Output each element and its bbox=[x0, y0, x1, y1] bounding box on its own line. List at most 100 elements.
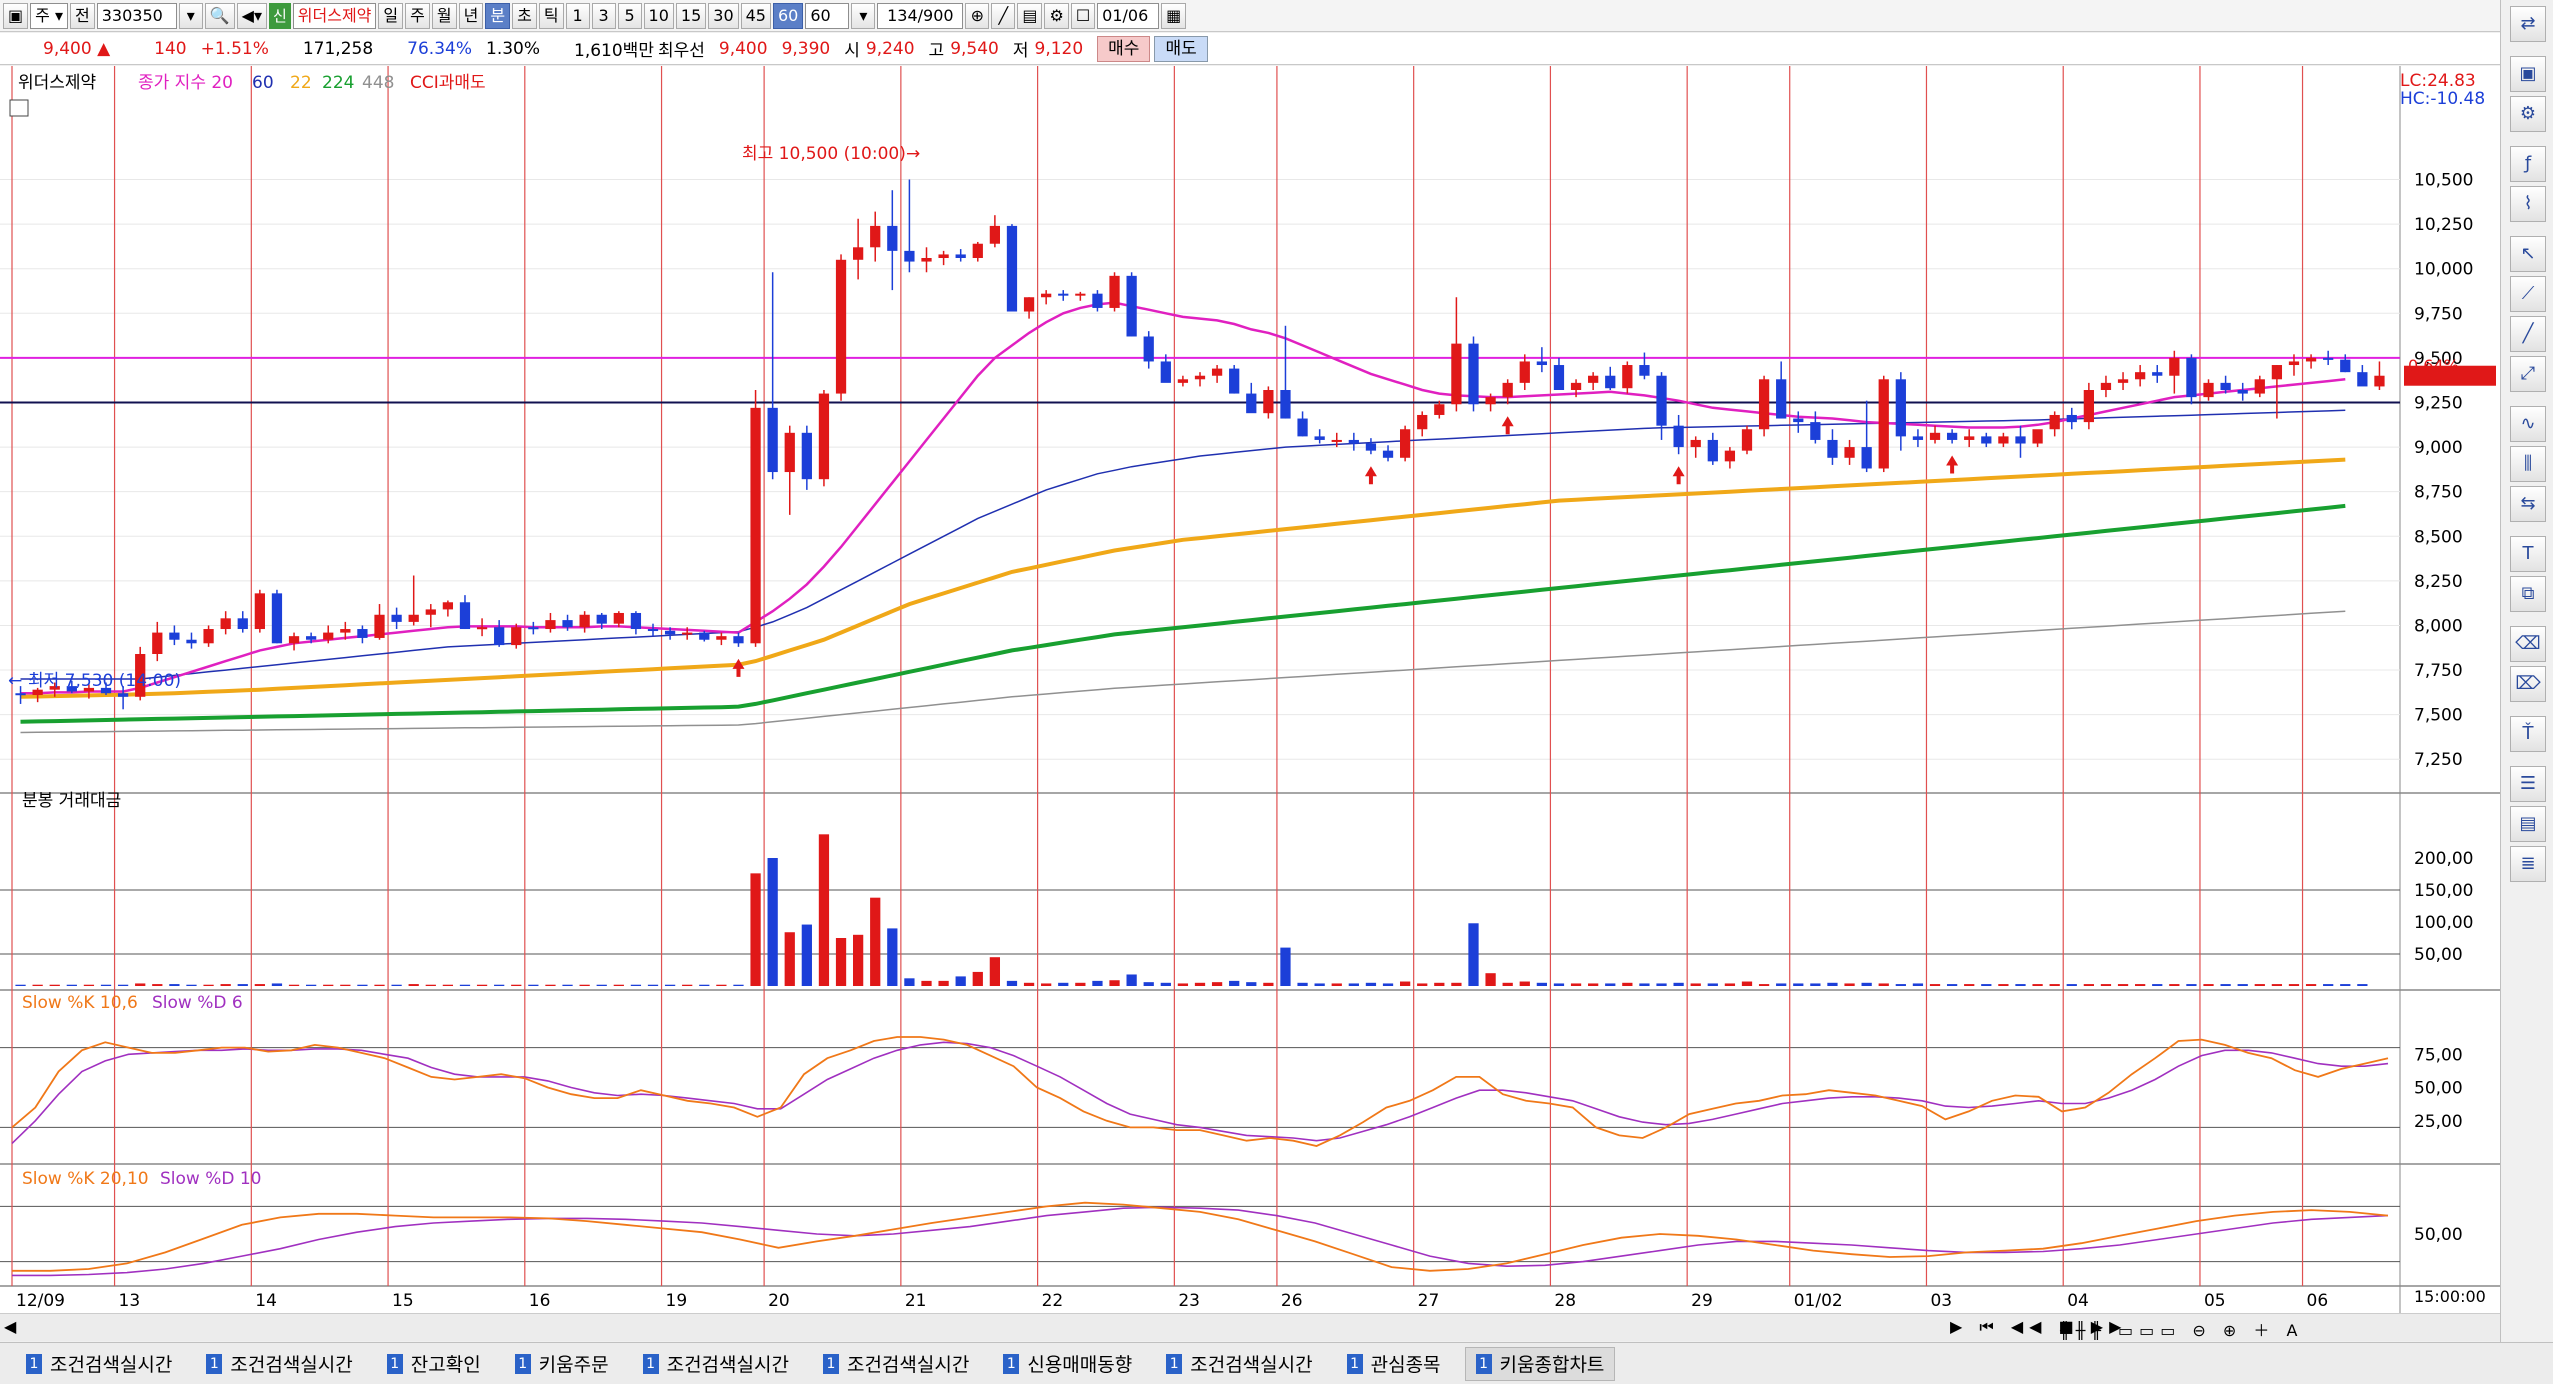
market-type-select[interactable]: 주 ▾ bbox=[30, 2, 68, 29]
date-input[interactable]: 01/06 bbox=[1097, 2, 1160, 29]
erase-all-icon[interactable]: ⌦ bbox=[2510, 666, 2546, 702]
diagonal-line-icon[interactable]: ╱ bbox=[2510, 316, 2546, 352]
candle-body bbox=[1041, 293, 1052, 298]
wave-icon[interactable]: ∿ bbox=[2510, 406, 2546, 442]
save-icon[interactable]: ▤ bbox=[1017, 2, 1043, 29]
candle-body bbox=[1331, 439, 1342, 442]
list-icon[interactable]: ☰ bbox=[2510, 766, 2546, 802]
calendar-icon[interactable]: ▦ bbox=[1161, 2, 1187, 29]
search-icon[interactable]: 🔍 bbox=[204, 2, 235, 29]
candle-body bbox=[716, 636, 727, 640]
volume-bar bbox=[1998, 984, 2009, 986]
price-tick-label: 9,000 bbox=[2414, 438, 2463, 458]
sound-icon[interactable]: ◀▾ bbox=[236, 2, 267, 29]
candle-body bbox=[887, 225, 898, 251]
volume-bar bbox=[152, 984, 163, 986]
indicator-icon[interactable]: ƒ bbox=[2510, 146, 2546, 182]
refresh-icon[interactable]: ⇄ bbox=[2510, 6, 2546, 42]
eraser-icon[interactable]: ⌫ bbox=[2510, 626, 2546, 662]
stock-name[interactable]: 위더스제약 bbox=[292, 2, 377, 29]
buy-signal-arrow bbox=[732, 658, 745, 677]
stock-code-input[interactable]: 330350 bbox=[96, 2, 177, 29]
grid-list-icon[interactable]: ≣ bbox=[2510, 846, 2546, 882]
table-icon[interactable]: ▤ bbox=[2510, 806, 2546, 842]
period-tick[interactable]: 틱 bbox=[538, 2, 564, 29]
interval-45[interactable]: 45 bbox=[740, 2, 771, 29]
period-minute[interactable]: 분 bbox=[485, 2, 511, 29]
candle-body bbox=[545, 620, 556, 630]
interval-dropdown-icon[interactable]: ▾ bbox=[851, 2, 876, 29]
candle-body bbox=[186, 639, 197, 644]
volume-bar bbox=[1126, 974, 1137, 986]
taskbar-item[interactable]: 1 잔고확인 bbox=[377, 1347, 491, 1381]
taskbar-item[interactable]: 1 신용매매동향 bbox=[993, 1347, 1142, 1381]
swap-icon[interactable]: ⇆ bbox=[2510, 486, 2546, 522]
taskbar-item[interactable]: 1 키움주문 bbox=[505, 1347, 619, 1381]
volume-bar bbox=[1194, 982, 1206, 986]
taskbar-item[interactable]: 1 조건검색실시간 bbox=[813, 1347, 979, 1381]
taskbar-item[interactable]: 1 관심종목 bbox=[1337, 1347, 1451, 1381]
count-input[interactable]: 134/900 bbox=[877, 2, 964, 29]
volume-bar bbox=[2237, 984, 2248, 986]
legend-ma20: 종가 지수 20 bbox=[138, 73, 233, 93]
chart-svg[interactable]: 10,500 10,250 10,000 9,750 9,500 9,250 9,000 8,… bbox=[0, 66, 2500, 1313]
period-week[interactable]: 주 bbox=[405, 2, 430, 29]
buy-button[interactable]: 매수 bbox=[1097, 35, 1151, 62]
interval-15[interactable]: 15 bbox=[675, 2, 707, 29]
best-bid: 9,390 bbox=[781, 38, 831, 59]
ma22-line bbox=[20, 457, 2346, 699]
code-dropdown-icon[interactable]: ▾ bbox=[178, 2, 203, 29]
scroll-nav-icons[interactable]: ▶ ⏮ ◀◀ ■ ▶▶ bbox=[1950, 1317, 2128, 1336]
stoch-tick-label: 25,00 bbox=[2414, 1112, 2463, 1132]
draw-icon[interactable]: ╱ bbox=[991, 2, 1016, 29]
credit-badge: 신 bbox=[268, 2, 291, 29]
interval-60[interactable]: 60 bbox=[772, 2, 804, 29]
copy-icon[interactable]: ⧉ bbox=[2510, 576, 2546, 612]
interval-10[interactable]: 10 bbox=[643, 2, 674, 29]
high-price: 9,540 bbox=[950, 38, 999, 59]
zoom-tools-icon[interactable]: ╫╫╫ ▭▭▭ ⊖ ⊕ ＋ A bbox=[2060, 1321, 2304, 1340]
text-box-icon[interactable]: Ť bbox=[2510, 716, 2546, 752]
interval-5[interactable]: 5 bbox=[617, 2, 642, 29]
candle-body bbox=[1399, 429, 1411, 458]
interval-select[interactable]: 60 bbox=[805, 2, 850, 29]
scroll-left-icon[interactable]: ◀ bbox=[4, 1317, 17, 1336]
bars-icon[interactable]: ⫼ bbox=[2510, 446, 2546, 482]
candle-body bbox=[1058, 293, 1069, 296]
interval-30[interactable]: 30 bbox=[708, 2, 739, 29]
period-day[interactable]: 일 bbox=[378, 2, 404, 29]
volume-bar bbox=[1006, 980, 1018, 986]
taskbar-item[interactable]: 1 키움종합차트 bbox=[1464, 1346, 1616, 1381]
cursor-icon[interactable]: ↖ bbox=[2510, 236, 2546, 272]
price-tick-label: 9,250 bbox=[2414, 393, 2463, 413]
taskbar-item[interactable]: 1 조건검색실시간 bbox=[1156, 1347, 1322, 1381]
volume-bar bbox=[1382, 983, 1394, 986]
sell-button[interactable]: 매도 bbox=[1154, 35, 1208, 62]
gear-icon[interactable]: ⚙ bbox=[2510, 96, 2546, 132]
candle-body bbox=[391, 614, 402, 622]
layout-icon[interactable]: ▣ bbox=[2510, 56, 2546, 92]
taskbar-item[interactable]: 1 조건검색실시간 bbox=[196, 1347, 362, 1381]
date-checkbox[interactable]: ☐ bbox=[1070, 2, 1096, 29]
x-axis-label: 20 bbox=[768, 1291, 790, 1311]
taskbar-item[interactable]: 1 조건검색실시간 bbox=[16, 1347, 182, 1381]
jeon-button[interactable]: 전 bbox=[69, 2, 95, 29]
auto-line-icon[interactable]: ⤢ bbox=[2510, 356, 2546, 392]
panel-grid-icon[interactable] bbox=[9, 99, 29, 117]
gear-icon[interactable]: ⚙ bbox=[1044, 2, 1069, 29]
line-chart-icon[interactable]: ⌇ bbox=[2510, 186, 2546, 222]
crosshair-icon[interactable]: ⊕ bbox=[965, 2, 990, 29]
chart-area[interactable]: 10,500 10,250 10,000 9,750 9,500 9,250 9,000 8,… bbox=[0, 66, 2500, 1313]
window-icon[interactable]: ▣ bbox=[3, 2, 29, 29]
period-second[interactable]: 초 bbox=[512, 2, 537, 29]
taskbar-item-number: 1 bbox=[206, 1353, 223, 1374]
taskbar-item[interactable]: 1 조건검색실시간 bbox=[633, 1347, 799, 1381]
text-tool-icon[interactable]: T bbox=[2510, 536, 2546, 572]
chart-scrollbar[interactable]: ◀ ▶ ⏮ ◀◀ ■ ▶▶ ╫╫╫ ▭▭▭ ⊖ ⊕ ＋ A bbox=[0, 1313, 2500, 1341]
period-month[interactable]: 월 bbox=[431, 2, 457, 29]
x-axis-label: 14 bbox=[255, 1291, 277, 1311]
period-year[interactable]: 년 bbox=[458, 2, 484, 29]
trend-line-icon[interactable]: ⟋ bbox=[2510, 276, 2546, 312]
interval-1[interactable]: 1 bbox=[565, 2, 590, 29]
interval-3[interactable]: 3 bbox=[591, 2, 616, 29]
